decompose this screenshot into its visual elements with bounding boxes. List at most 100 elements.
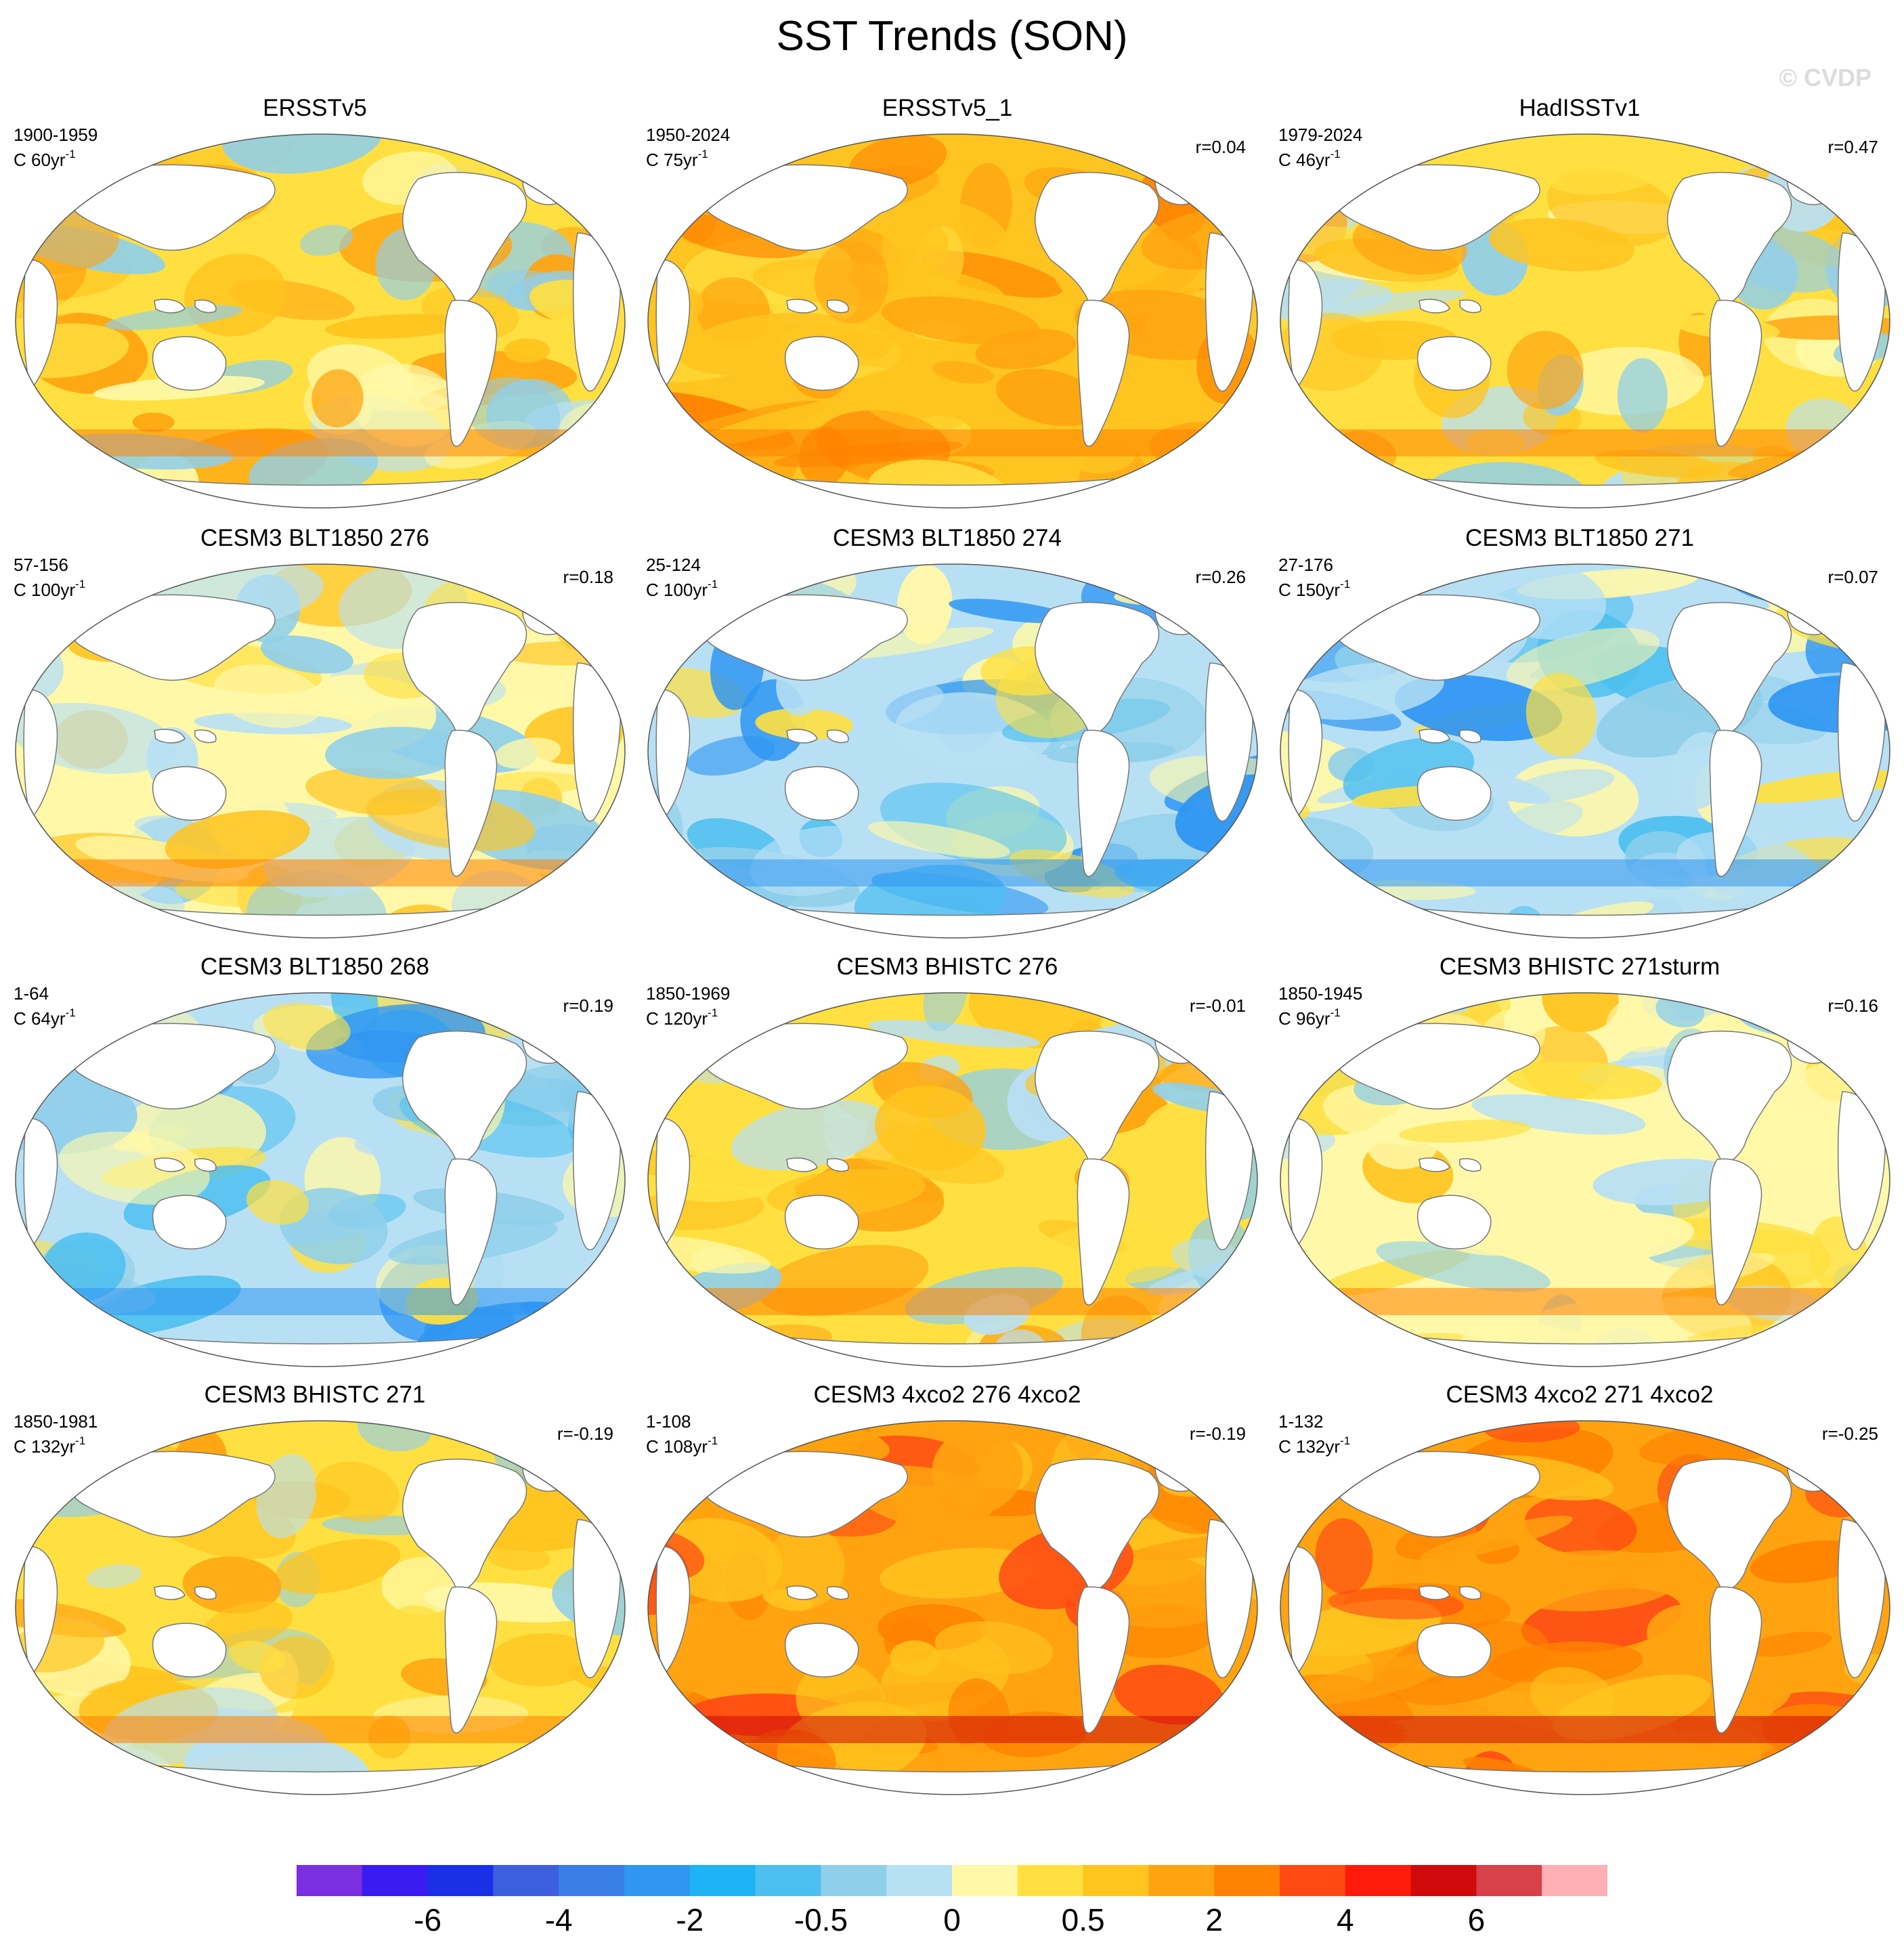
map-panel: CESM3 BLT1850 271 27-176 C 150yr-1 r=0.07	[1265, 525, 1895, 945]
colorbar-tick-label: 4	[1337, 1902, 1354, 1937]
panel-scale: C 64yr-1	[14, 1006, 76, 1029]
watermark: © CVDP	[1779, 64, 1871, 91]
map-panel: CESM3 BHISTC 276 1850-1969 C 120yr-1 r=-0.0…	[632, 953, 1262, 1373]
panel-correlation: r=0.04	[1195, 137, 1246, 157]
panel-scale: C 120yr-1	[646, 1006, 718, 1029]
colorbar-tick-label: 6	[1467, 1902, 1486, 1937]
colorbar-tick-label: -2	[676, 1902, 704, 1937]
colorbar-swatch	[1476, 1865, 1542, 1896]
panel-scale-exponent: -1	[75, 1434, 86, 1447]
panel-scale: C 96yr-1	[1278, 1006, 1341, 1029]
panel-correlation: r=-0.19	[557, 1423, 613, 1444]
map-panel: CESM3 BLT1850 268 1-64 C 64yr-1 r=0.19	[0, 953, 630, 1373]
panel-title: CESM3 BHISTC 271	[204, 1381, 426, 1408]
panel-correlation: r=0.19	[563, 995, 613, 1016]
map-outline	[647, 1420, 1258, 1795]
sst-field	[1280, 134, 1890, 508]
map-panel: CESM3 BHISTC 271sturm 1850-1945 C 96yr-1 r=…	[1265, 953, 1895, 1373]
panel-scale: C 100yr-1	[646, 578, 718, 600]
colorbar-tick-label: -0.5	[794, 1902, 848, 1937]
sst-field	[16, 564, 625, 938]
panel-scale: C 150yr-1	[1278, 578, 1351, 600]
panel-period: 25-124	[646, 555, 701, 575]
map-outline	[1280, 992, 1890, 1367]
panel-period: 1850-1969	[646, 983, 731, 1004]
panel-scale-exponent: -1	[1330, 1006, 1341, 1019]
panel-period: 1-108	[646, 1411, 691, 1432]
panel-scale: C 132yr-1	[14, 1434, 86, 1457]
map-outline	[647, 992, 1258, 1367]
panel-correlation: r=-0.19	[1189, 1423, 1246, 1444]
figure-title: SST Trends (SON)	[776, 13, 1128, 60]
sst-field	[648, 564, 1257, 938]
colorbar-swatch	[1148, 1865, 1215, 1896]
panel-title: CESM3 BHISTC 271sturm	[1439, 953, 1721, 980]
panel-scale: C 75yr-1	[646, 148, 708, 170]
map-panel: CESM3 4xco2 276 4xco2 1-108 C 108yr-1 r=-0.…	[632, 1381, 1262, 1801]
sst-map	[1280, 1420, 1890, 1795]
map-outline	[1280, 133, 1890, 509]
panel-period: 1979-2024	[1278, 125, 1363, 145]
colorbar-swatch	[1410, 1865, 1477, 1896]
colorbar-tick-label: -4	[544, 1902, 573, 1937]
sst-field	[648, 993, 1257, 1367]
panel-scale: C 108yr-1	[646, 1434, 718, 1457]
colorbar-swatch	[886, 1865, 953, 1896]
colorbar-tick-label: 0	[943, 1902, 961, 1937]
map-outline	[15, 133, 626, 509]
sst-map	[1280, 992, 1890, 1367]
panel-scale-exponent: -1	[75, 578, 86, 591]
map-outline	[647, 133, 1258, 509]
map-outline	[15, 992, 626, 1367]
colorbar-swatch	[952, 1865, 1018, 1896]
sst-field	[16, 1421, 625, 1795]
colorbar-tick-label: 0.5	[1061, 1902, 1105, 1937]
map-panel: CESM3 BLT1850 274 25-124 C 100yr-1 r=0.26	[632, 525, 1262, 945]
sst-field	[16, 993, 625, 1367]
sst-field	[648, 134, 1257, 508]
panel-scale-exponent: -1	[1340, 1434, 1351, 1447]
panel-title: CESM3 BLT1850 268	[200, 953, 429, 980]
panel-scale-exponent: -1	[65, 1006, 76, 1019]
panel-scale-exponent: -1	[708, 1434, 718, 1447]
map-panel: HadISSTv1 1979-2024 C 46yr-1 r=0.47	[1265, 95, 1895, 515]
panel-correlation: r=0.18	[563, 567, 613, 587]
sst-map	[15, 1420, 626, 1795]
colorbar-swatch	[624, 1865, 691, 1896]
colorbar-tick-label: 2	[1205, 1902, 1223, 1937]
panel-title: CESM3 BLT1850 276	[200, 525, 429, 551]
sst-field	[16, 134, 625, 508]
panel-title: CESM3 BHISTC 276	[836, 953, 1058, 980]
panel-period: 1850-1981	[14, 1411, 98, 1432]
panel-period: 1-132	[1278, 1411, 1324, 1432]
map-panel: CESM3 4xco2 271 4xco2 1-132 C 132yr-1 r=-0.…	[1265, 1381, 1895, 1801]
panel-title: CESM3 4xco2 271 4xco2	[1446, 1381, 1714, 1408]
sst-map	[647, 1420, 1258, 1795]
sst-map	[647, 992, 1258, 1367]
colorbar-swatch	[427, 1865, 494, 1896]
panel-title: ERSSTv5_1	[882, 95, 1013, 121]
map-panel: CESM3 BLT1850 276 57-156 C 100yr-1 r=0.18	[0, 525, 630, 945]
panel-period: 1850-1945	[1278, 983, 1363, 1004]
panel-scale: C 100yr-1	[14, 578, 86, 600]
colorbar-swatch	[689, 1865, 756, 1896]
colorbar-swatch	[1083, 1865, 1149, 1896]
panel-scale: C 60yr-1	[14, 148, 76, 170]
panel-scale: C 132yr-1	[1278, 1434, 1351, 1457]
colorbar	[297, 1865, 1607, 1896]
panel-period: 1-64	[14, 983, 49, 1004]
colorbar-swatch	[821, 1865, 887, 1896]
colorbar-swatch	[1280, 1865, 1346, 1896]
panel-correlation: r=-0.25	[1821, 1423, 1878, 1444]
sst-map	[15, 133, 626, 509]
colorbar-tick-label: -6	[414, 1902, 442, 1937]
panel-scale-exponent: -1	[1330, 148, 1341, 160]
panel-scale-exponent: -1	[1340, 578, 1351, 591]
colorbar-swatch	[1214, 1865, 1280, 1896]
panel-scale-exponent: -1	[697, 148, 708, 160]
panel-correlation: r=0.26	[1195, 567, 1246, 587]
map-outline	[15, 563, 626, 939]
map-panel: ERSSTv5_1 1950-2024 C 75yr-1 r=0.04	[632, 95, 1262, 515]
panel-correlation: r=0.16	[1827, 995, 1878, 1016]
sst-field	[1280, 993, 1890, 1367]
